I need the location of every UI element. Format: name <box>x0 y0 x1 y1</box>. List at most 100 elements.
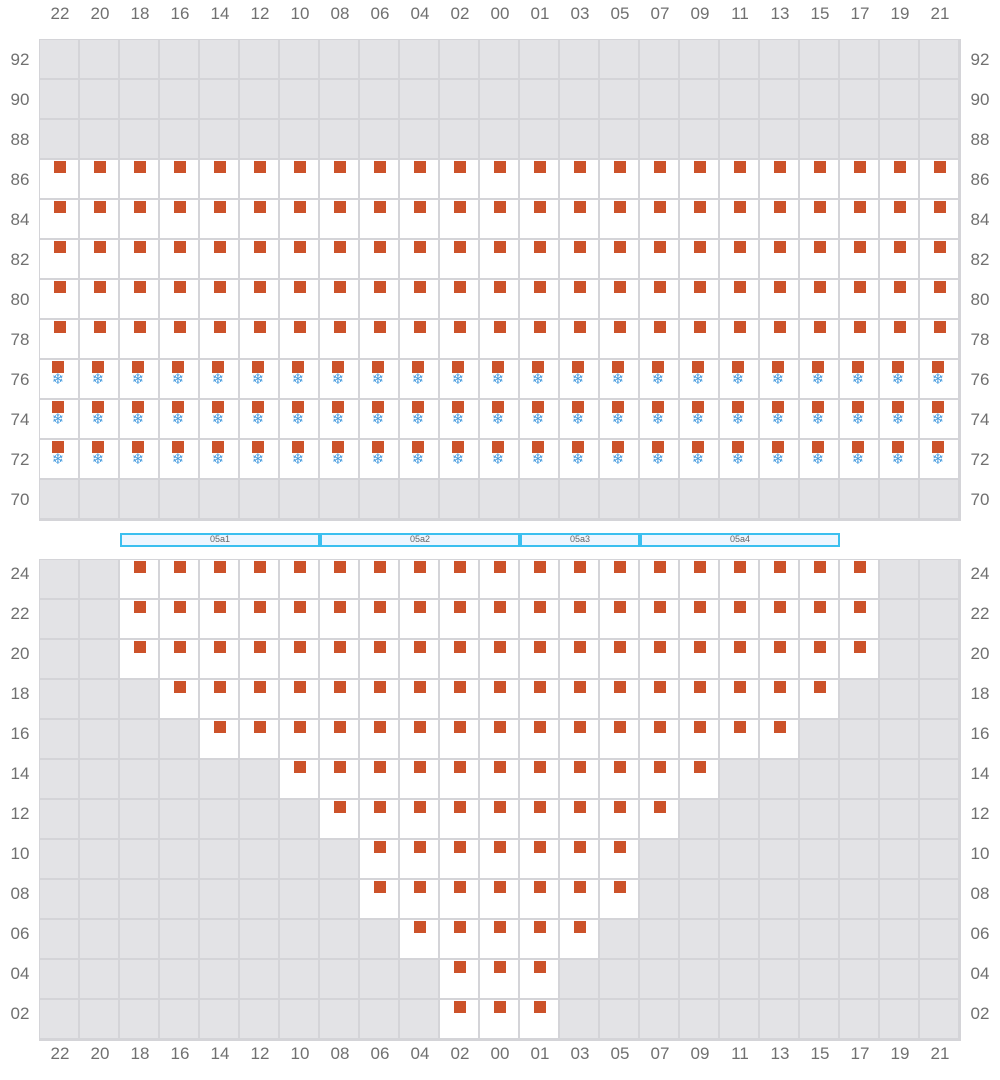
zone-05a4[interactable]: 05a4 <box>640 533 840 547</box>
storage-slot[interactable] <box>360 800 398 838</box>
blocked-slot[interactable] <box>680 1000 718 1038</box>
storage-slot[interactable] <box>640 760 678 798</box>
storage-slot[interactable]: ❄ <box>680 440 718 478</box>
blocked-slot[interactable] <box>240 120 278 158</box>
blocked-slot[interactable] <box>40 960 78 998</box>
storage-slot[interactable] <box>560 760 598 798</box>
blocked-slot[interactable] <box>200 80 238 118</box>
blocked-slot[interactable] <box>920 600 958 638</box>
blocked-slot[interactable] <box>80 760 118 798</box>
storage-slot[interactable]: ❄ <box>480 400 518 438</box>
storage-slot[interactable] <box>480 800 518 838</box>
storage-slot[interactable] <box>560 240 598 278</box>
storage-slot[interactable] <box>440 880 478 918</box>
storage-slot[interactable] <box>600 160 638 198</box>
blocked-slot[interactable] <box>600 920 638 958</box>
storage-slot[interactable]: ❄ <box>360 360 398 398</box>
blocked-slot[interactable] <box>640 480 678 518</box>
blocked-slot[interactable] <box>760 880 798 918</box>
storage-slot[interactable] <box>360 840 398 878</box>
blocked-slot[interactable] <box>840 720 878 758</box>
storage-slot[interactable] <box>360 320 398 358</box>
storage-slot[interactable] <box>720 640 758 678</box>
storage-slot[interactable] <box>680 240 718 278</box>
blocked-slot[interactable] <box>120 720 158 758</box>
blocked-slot[interactable] <box>800 760 838 798</box>
blocked-slot[interactable] <box>800 80 838 118</box>
storage-slot[interactable] <box>600 680 638 718</box>
storage-slot[interactable] <box>840 560 878 598</box>
storage-slot[interactable] <box>440 320 478 358</box>
blocked-slot[interactable] <box>920 40 958 78</box>
blocked-slot[interactable] <box>920 840 958 878</box>
storage-slot[interactable] <box>600 880 638 918</box>
storage-slot[interactable] <box>240 640 278 678</box>
storage-slot[interactable] <box>680 640 718 678</box>
storage-slot[interactable] <box>480 320 518 358</box>
blocked-slot[interactable] <box>160 1000 198 1038</box>
storage-slot[interactable] <box>800 200 838 238</box>
storage-slot[interactable] <box>600 320 638 358</box>
storage-slot[interactable] <box>280 720 318 758</box>
storage-slot[interactable] <box>520 720 558 758</box>
blocked-slot[interactable] <box>120 680 158 718</box>
blocked-slot[interactable] <box>80 1000 118 1038</box>
blocked-slot[interactable] <box>840 960 878 998</box>
storage-slot[interactable] <box>520 800 558 838</box>
blocked-slot[interactable] <box>880 840 918 878</box>
blocked-slot[interactable] <box>560 1000 598 1038</box>
blocked-slot[interactable] <box>80 800 118 838</box>
blocked-slot[interactable] <box>160 800 198 838</box>
storage-slot[interactable] <box>600 640 638 678</box>
blocked-slot[interactable] <box>680 840 718 878</box>
blocked-slot[interactable] <box>120 1000 158 1038</box>
blocked-slot[interactable] <box>680 800 718 838</box>
storage-slot[interactable] <box>280 680 318 718</box>
blocked-slot[interactable] <box>800 920 838 958</box>
blocked-slot[interactable] <box>760 480 798 518</box>
storage-slot[interactable] <box>760 560 798 598</box>
storage-slot[interactable]: ❄ <box>280 440 318 478</box>
storage-slot[interactable] <box>880 320 918 358</box>
blocked-slot[interactable] <box>880 880 918 918</box>
blocked-slot[interactable] <box>280 1000 318 1038</box>
blocked-slot[interactable] <box>640 960 678 998</box>
storage-slot[interactable] <box>760 200 798 238</box>
storage-slot[interactable] <box>240 560 278 598</box>
storage-slot[interactable] <box>160 560 198 598</box>
blocked-slot[interactable] <box>920 80 958 118</box>
storage-slot[interactable] <box>560 720 598 758</box>
storage-slot[interactable]: ❄ <box>480 360 518 398</box>
blocked-slot[interactable] <box>920 1000 958 1038</box>
blocked-slot[interactable] <box>640 120 678 158</box>
storage-slot[interactable] <box>920 320 958 358</box>
storage-slot[interactable] <box>480 240 518 278</box>
storage-slot[interactable] <box>400 200 438 238</box>
storage-slot[interactable]: ❄ <box>640 400 678 438</box>
blocked-slot[interactable] <box>920 480 958 518</box>
storage-slot[interactable]: ❄ <box>120 360 158 398</box>
blocked-slot[interactable] <box>320 920 358 958</box>
blocked-slot[interactable] <box>680 920 718 958</box>
storage-slot[interactable]: ❄ <box>40 360 78 398</box>
storage-slot[interactable] <box>800 240 838 278</box>
storage-slot[interactable]: ❄ <box>600 440 638 478</box>
storage-slot[interactable]: ❄ <box>880 360 918 398</box>
storage-slot[interactable] <box>800 560 838 598</box>
blocked-slot[interactable] <box>800 720 838 758</box>
storage-slot[interactable] <box>520 600 558 638</box>
blocked-slot[interactable] <box>400 960 438 998</box>
storage-slot[interactable] <box>640 200 678 238</box>
blocked-slot[interactable] <box>600 1000 638 1038</box>
blocked-slot[interactable] <box>400 40 438 78</box>
storage-slot[interactable] <box>280 560 318 598</box>
storage-slot[interactable] <box>360 160 398 198</box>
storage-slot[interactable] <box>480 680 518 718</box>
storage-slot[interactable]: ❄ <box>480 440 518 478</box>
storage-slot[interactable] <box>160 240 198 278</box>
storage-slot[interactable] <box>520 880 558 918</box>
blocked-slot[interactable] <box>160 80 198 118</box>
blocked-slot[interactable] <box>920 120 958 158</box>
storage-slot[interactable] <box>760 720 798 758</box>
blocked-slot[interactable] <box>200 800 238 838</box>
